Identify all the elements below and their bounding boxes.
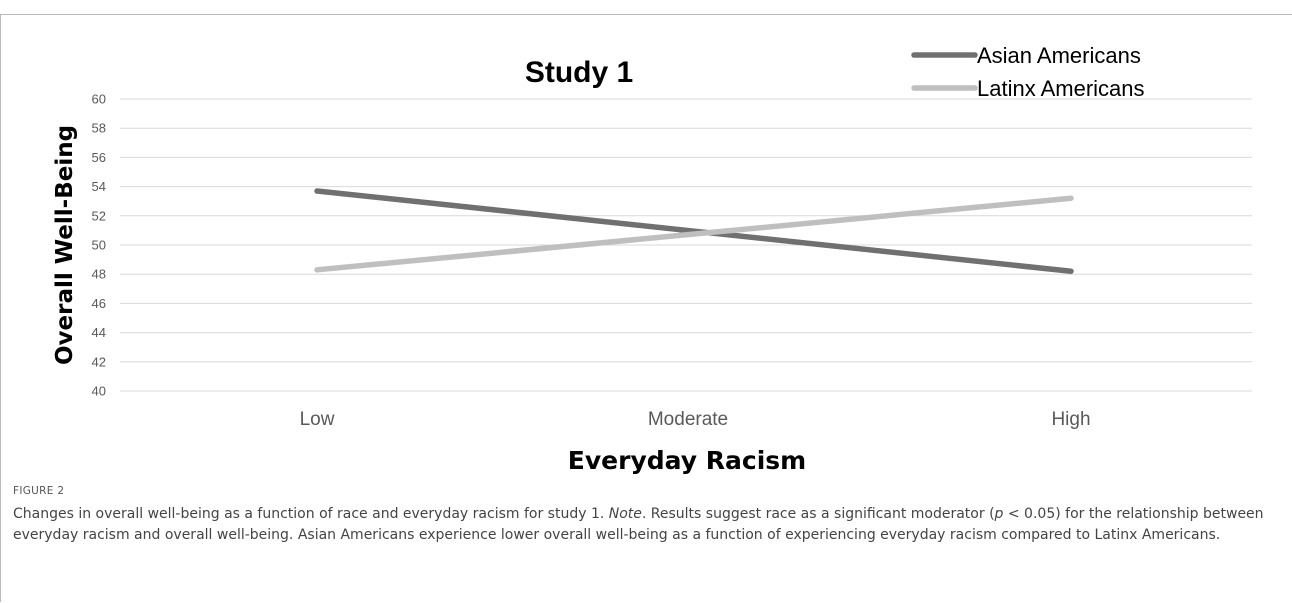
y-tick-label: 40 — [92, 384, 106, 399]
y-tick-label: 54 — [92, 179, 106, 194]
line-chart: 40 42 44 46 48 50 52 54 56 58 60 Low Moderate High S… — [52, 43, 1252, 475]
y-tick-label: 56 — [92, 150, 106, 165]
series-lines — [314, 188, 1074, 275]
gridlines — [120, 98, 1252, 392]
caption-text-a: Changes in overall well-being as a funct… — [13, 506, 605, 522]
series-line-0 — [314, 188, 1074, 275]
legend-label: Asian Americans — [977, 43, 1141, 68]
y-tick-label: 42 — [92, 354, 106, 369]
x-tick-label: Low — [300, 409, 335, 430]
figure-frame-top — [0, 14, 1292, 15]
chart-title: Study 1 — [525, 56, 633, 89]
x-axis-label: Everyday Racism — [568, 446, 806, 475]
y-tick-label: 60 — [92, 92, 106, 107]
y-tick-label: 44 — [92, 325, 106, 340]
y-tick-label: 52 — [92, 208, 106, 223]
y-tick-label: 46 — [92, 296, 106, 311]
legend: Asian Americans Latinx Americans — [911, 43, 1145, 101]
y-tick-label: 58 — [92, 121, 106, 136]
y-tick-label: 48 — [92, 267, 106, 282]
caption-note: Note — [608, 506, 642, 522]
x-tick-labels: Low Moderate High — [300, 409, 1091, 430]
caption-p: p — [994, 506, 1004, 522]
y-axis-label: Overall Well-Being — [52, 125, 78, 365]
y-tick-label: 50 — [92, 238, 106, 253]
x-tick-label: Moderate — [648, 409, 728, 430]
x-tick-label: High — [1051, 409, 1090, 430]
caption-text-c: < 0.05) for the relationship between eve… — [13, 506, 1264, 543]
y-tick-labels: 40 42 44 46 48 50 52 54 56 58 60 — [92, 92, 106, 399]
figure-frame-left — [0, 14, 1, 602]
figure-caption: Changes in overall well-being as a funct… — [13, 504, 1279, 546]
caption-text-b: . Results suggest race as a significant … — [641, 506, 995, 522]
series-line-1 — [314, 195, 1074, 273]
figure-label: FIGURE 2 — [13, 485, 65, 497]
legend-label: Latinx Americans — [977, 76, 1145, 101]
